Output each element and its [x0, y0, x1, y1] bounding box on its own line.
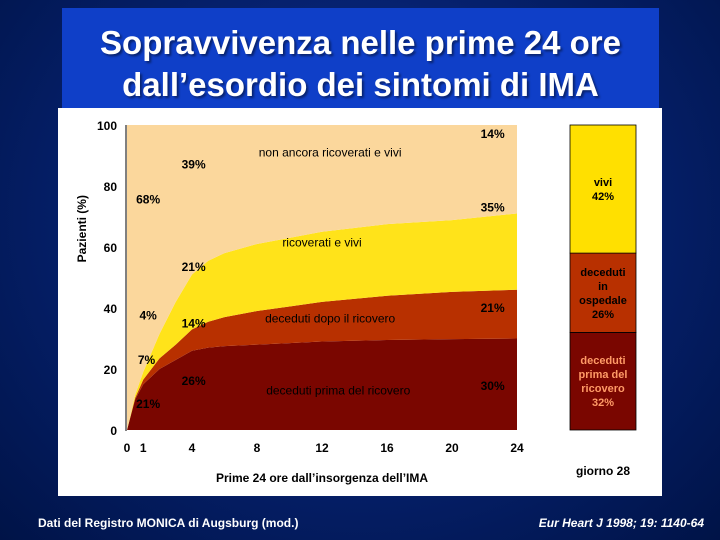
- percent-label: 14%: [182, 316, 206, 330]
- day28-label: giorno 28: [576, 464, 630, 478]
- chart-panel: 0 20 40 60 80 100 0 1 4 8 12 16 20 24 Pazienti (%) Prim…: [58, 108, 662, 496]
- x-axis-label: Prime 24 ore dall’insorgenza dell’IMA: [216, 471, 428, 485]
- footer-source: Dati del Registro MONICA di Augsburg (mo…: [38, 516, 299, 530]
- region-label: deceduti dopo il ricovero: [265, 312, 395, 326]
- day28-segment-label: 42%: [592, 191, 614, 203]
- percent-label: 26%: [182, 374, 206, 388]
- title-line-1: Sopravvivenza nelle prime 24 ore: [100, 24, 621, 61]
- y-tick-label: 40: [104, 302, 118, 316]
- day28-segment-label: vivi: [594, 177, 612, 189]
- area-not-hospitalized: [127, 125, 517, 430]
- x-tick-label: 16: [380, 441, 394, 455]
- title-line-2: dall’esordio dei sintomi di IMA: [122, 66, 599, 103]
- y-tick-label: 100: [97, 119, 117, 133]
- percent-label: 35%: [481, 200, 505, 214]
- area-hospitalized-alive: [127, 213, 517, 430]
- day28-segment-label: ricovero: [581, 383, 625, 395]
- x-tick-label: 4: [189, 441, 196, 455]
- day28-segment-label: deceduti: [580, 267, 625, 279]
- percent-label: 4%: [139, 309, 157, 323]
- day28-segment-died-hospital: [569, 252, 637, 333]
- area-died-after-admission: [127, 289, 517, 430]
- x-tick-label: 8: [254, 441, 261, 455]
- region-label: deceduti prima del ricovero: [266, 383, 410, 397]
- percent-label: 14%: [481, 127, 505, 141]
- day28-segment-label: deceduti: [580, 355, 625, 367]
- day28-segment-label: ospedale: [579, 295, 627, 307]
- percent-label: 21%: [182, 260, 206, 274]
- x-tick-label: 0: [124, 441, 131, 455]
- day28-segment-label: in: [598, 281, 608, 293]
- y-tick-label: 20: [104, 363, 118, 377]
- day28-segment-alive: [569, 124, 637, 254]
- day28-segment-label: 26%: [592, 309, 614, 321]
- area-died-before-admission: [127, 338, 517, 430]
- x-tick-label: 1: [140, 441, 147, 455]
- day28-segment-label: 32%: [592, 397, 614, 409]
- percent-label: 39%: [182, 158, 206, 172]
- x-tick-label: 24: [510, 441, 524, 455]
- region-label: ricoverati e vivi: [282, 235, 361, 249]
- percent-label: 21%: [481, 301, 505, 315]
- footer-citation: Eur Heart J 1998; 19: 1140-64: [538, 516, 704, 530]
- percent-label: 21%: [136, 397, 160, 411]
- y-tick-label: 80: [104, 180, 118, 194]
- percent-label: 30%: [481, 379, 505, 393]
- x-tick-label: 20: [445, 441, 459, 455]
- slide-title: Sopravvivenza nelle prime 24 ore dall’es…: [62, 22, 659, 106]
- day28-segment-label: prima del: [579, 369, 628, 381]
- percent-label: 68%: [136, 193, 160, 207]
- region-label: non ancora ricoverati e vivi: [259, 145, 402, 159]
- y-axis-label: Pazienti (%): [75, 195, 89, 262]
- title-box: [62, 8, 659, 109]
- percent-label: 7%: [138, 353, 156, 367]
- x-tick-label: 12: [315, 441, 329, 455]
- y-tick-label: 0: [110, 424, 117, 438]
- y-tick-label: 60: [104, 241, 118, 255]
- day28-segment-died-before: [569, 331, 637, 431]
